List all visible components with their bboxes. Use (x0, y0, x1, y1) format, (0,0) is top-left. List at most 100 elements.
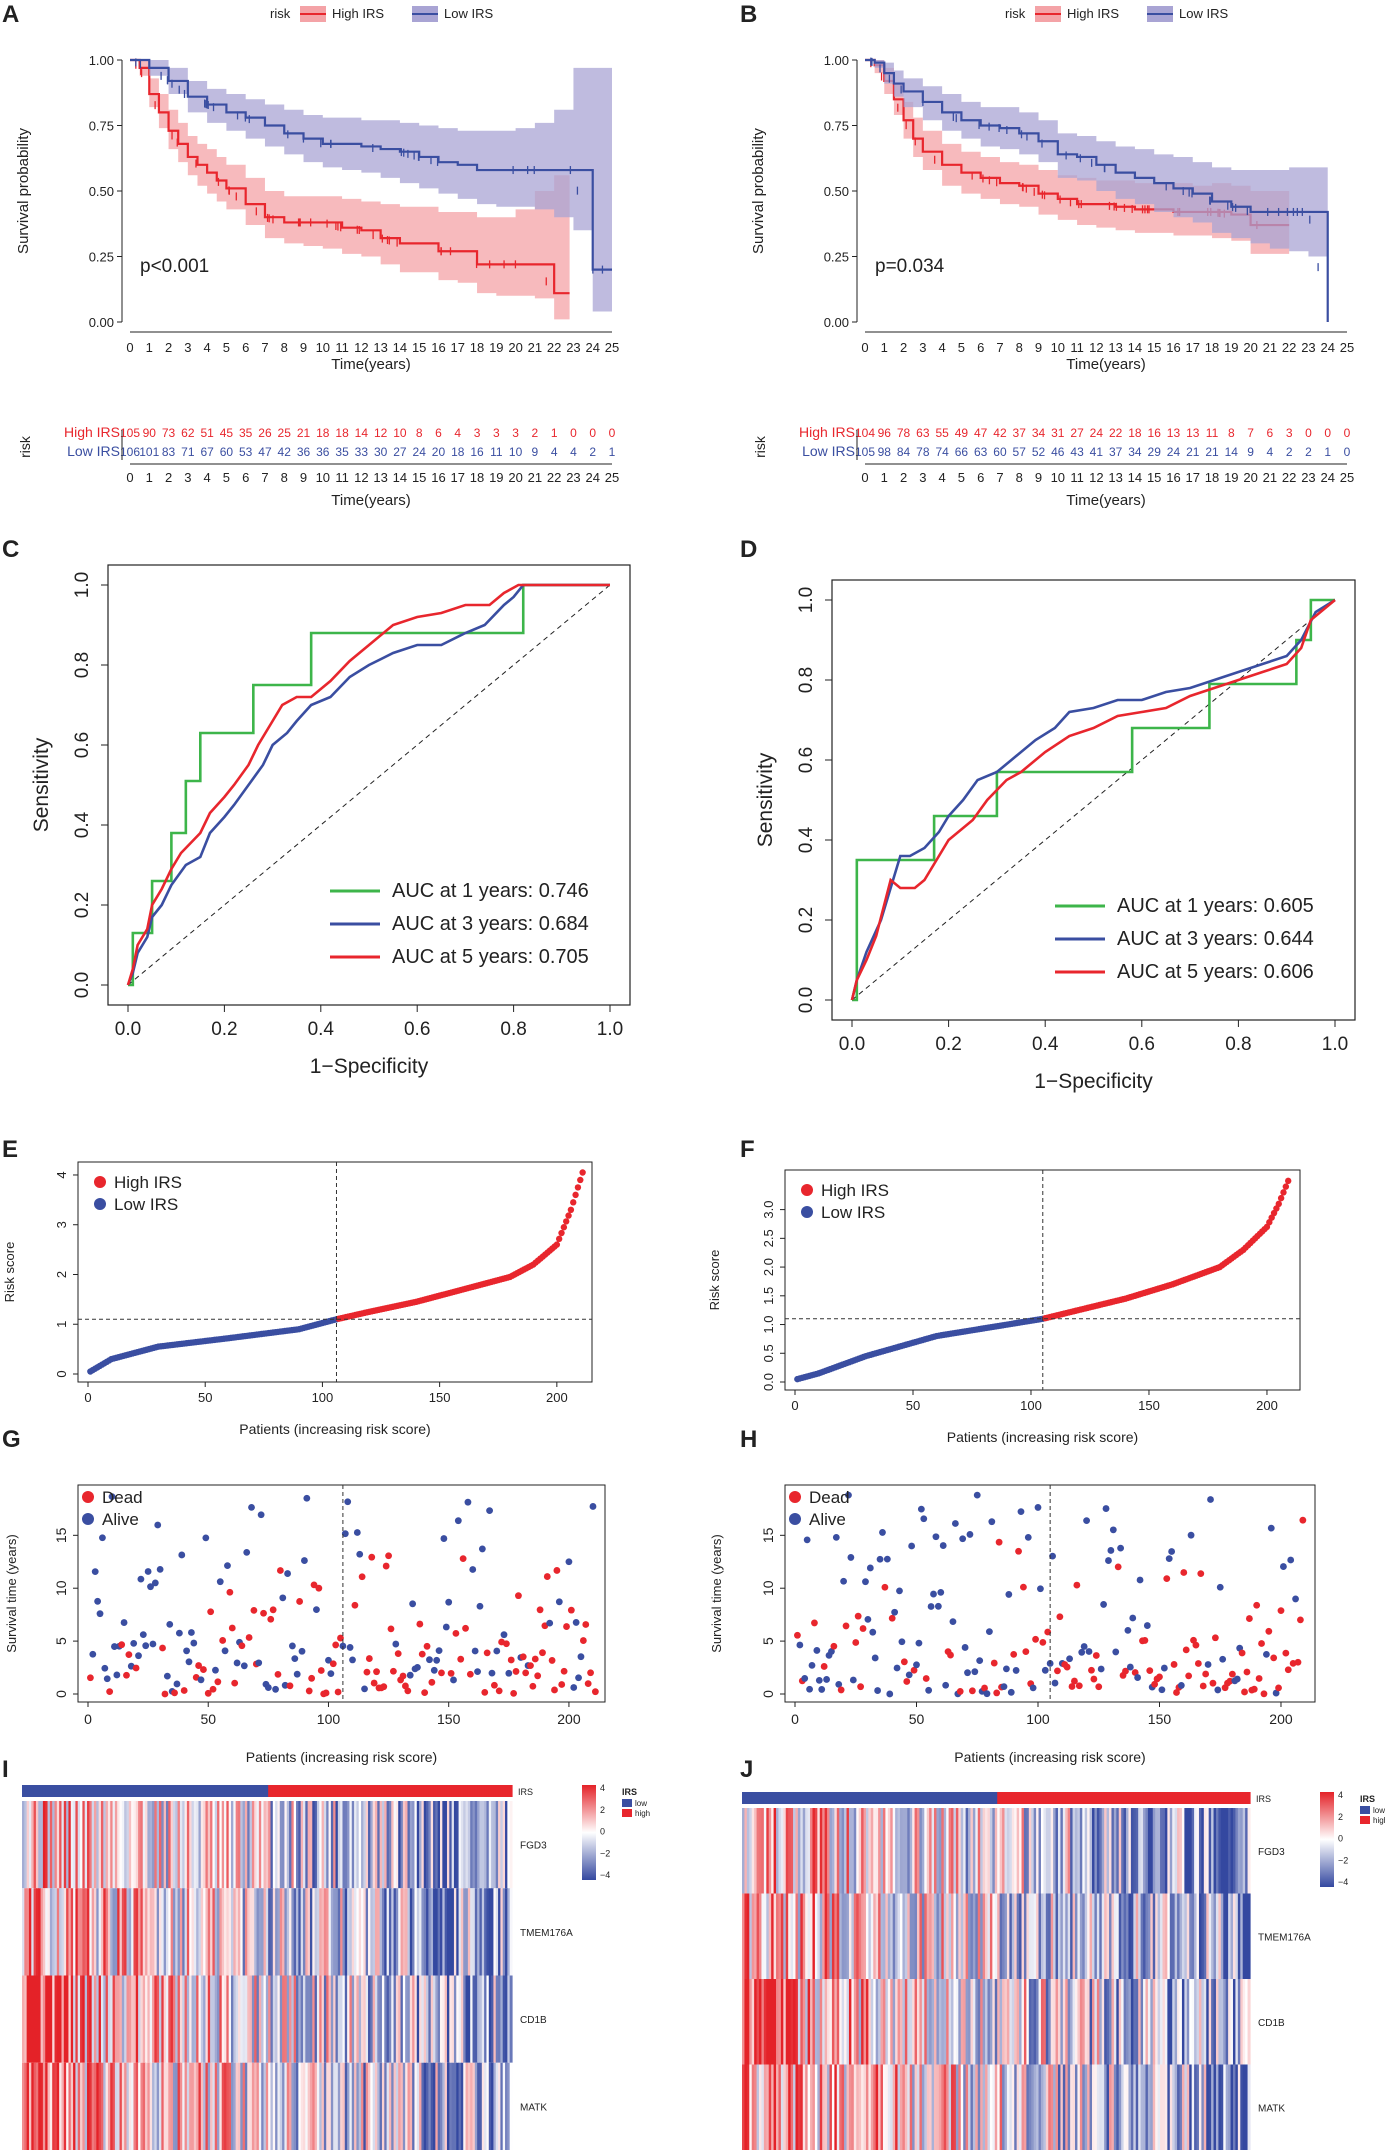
heatmap-cell (1104, 1808, 1108, 1894)
heatmap-cell (210, 2062, 214, 2150)
annotation-cell (398, 1785, 402, 1797)
annotation-cell (133, 1785, 137, 1797)
heatmap-cell (340, 1975, 344, 2063)
y-tick-label: 0.25 (824, 250, 849, 265)
heatmap-cell (960, 1808, 964, 1894)
heatmap-cell (841, 1979, 845, 2065)
heatmap-cell (1179, 1808, 1183, 1894)
heatmap-cell (56, 1801, 60, 1889)
heatmap-cell (1014, 1979, 1018, 2065)
dead-point (226, 1588, 234, 1596)
heatmap-cell (423, 1975, 427, 2063)
heatmap-cell (793, 1979, 797, 2065)
heatmap-cell (783, 2064, 787, 2150)
risk-count: 34 (1032, 426, 1046, 440)
annotation-cell (1031, 1792, 1035, 1804)
dead-point (1197, 1570, 1205, 1578)
heatmap-cell (28, 1888, 32, 1976)
risk-x-tick-label: 15 (412, 470, 426, 485)
alive-point (113, 1671, 121, 1679)
dead-point (1297, 1616, 1304, 1624)
heatmap-row-label: MATK (1258, 2103, 1285, 2114)
risk-x-tick-label: 18 (1205, 470, 1219, 485)
heatmap-cell (117, 1888, 121, 1976)
dead-point (228, 1624, 236, 1632)
x-axis-label: Patients (increasing risk score) (954, 1749, 1145, 1765)
annotation-cell (946, 1792, 950, 1804)
heatmap-cell (440, 1801, 443, 1889)
annotation-cell (416, 1785, 420, 1797)
heatmap-cell (110, 2062, 114, 2150)
heatmap-cell (128, 1888, 132, 1976)
heatmap-cell (28, 1975, 32, 2063)
heatmap-cell (1167, 1808, 1171, 1894)
heatmap-cell (484, 1975, 488, 2063)
heatmap-cell (810, 2064, 814, 2150)
heatmap-cell (948, 1893, 952, 1979)
annotation-cell (235, 1785, 239, 1797)
heatmap-cell (237, 1975, 241, 2063)
dead-point (382, 1562, 390, 1570)
heatmap-cell (168, 1888, 172, 1976)
heatmap-cell (1070, 2064, 1074, 2150)
heatmap-cell (421, 1888, 425, 1976)
heatmap-cell (1060, 1808, 1064, 1894)
risk-count: 63 (916, 426, 930, 440)
heatmap-cell (91, 1801, 95, 1889)
annotation-cell (999, 1792, 1003, 1804)
heatmap-cell (175, 1975, 179, 2063)
alive-point (866, 1564, 874, 1572)
heatmap-cell (395, 1975, 399, 2063)
annotation-cell (428, 1785, 432, 1797)
heatmap-cell (839, 1893, 843, 1979)
alive-point (823, 1676, 830, 1683)
risk-count: 16 (470, 445, 484, 459)
heatmap-cell (205, 1975, 209, 2063)
heatmap-cell (470, 2062, 474, 2150)
heatmap-cell (1109, 2064, 1113, 2150)
heatmap-cell (977, 1979, 981, 2065)
heatmap-cell (1228, 2064, 1232, 2150)
x-tick-label: 9 (1035, 340, 1042, 355)
heatmap-cell (40, 1888, 44, 1976)
heatmap-cell (955, 1979, 959, 2065)
annotation-cell (467, 1785, 471, 1797)
heatmap-cell (1053, 1979, 1057, 2065)
annotation-cell (887, 1792, 891, 1804)
alive-point (1085, 1648, 1093, 1655)
annotation-cell (328, 1785, 332, 1797)
heatmap-cell (1215, 1808, 1220, 1894)
alive-point (188, 1629, 195, 1636)
heatmap-cell (381, 1888, 385, 1976)
annotation-cell (1057, 1792, 1062, 1804)
x-tick-label: 21 (528, 340, 542, 355)
heatmap-cell (384, 1975, 388, 2063)
heatmap-cell (1184, 1808, 1188, 1894)
y-tick-label: 0 (54, 1370, 69, 1377)
heatmap-cell (140, 2062, 144, 2150)
annotation-cell (1223, 1792, 1227, 1804)
heatmap-cell (298, 1801, 302, 1889)
heatmap-cell (500, 2062, 504, 2150)
heatmap-cell (337, 1888, 341, 1976)
annotation-cell (135, 1785, 139, 1797)
annotation-cell (231, 1785, 234, 1797)
annotation-cell (1174, 1792, 1178, 1804)
heatmap-cell (1074, 2064, 1079, 2150)
heatmap-cell (284, 2062, 288, 2150)
heatmap-cell (1130, 2064, 1134, 2150)
risk-x-tick-label: 2 (900, 470, 907, 485)
heatmap-cell (788, 1808, 792, 1894)
annotation-cell (1101, 1792, 1105, 1804)
heatmap-cell (1194, 2064, 1198, 2150)
heatmap-cell (481, 1801, 485, 1889)
x-tick-label: 22 (547, 340, 561, 355)
heatmap-cell (780, 2064, 784, 2150)
dead-point (495, 1687, 503, 1695)
heatmap-cell (54, 2062, 58, 2150)
risk-count: 10 (393, 426, 407, 440)
annotation-cell (286, 1785, 290, 1797)
heatmap-cell (398, 1801, 402, 1889)
heatmap-cell (356, 1975, 360, 2063)
roc-curve-3y (126, 583, 610, 986)
